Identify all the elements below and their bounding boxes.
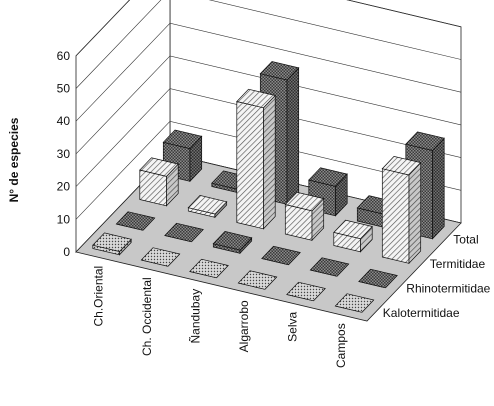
row-label: Termitidae [430, 257, 486, 271]
labels-layer: 0 10 20 30 40 50 60 Ch.Oriental Ch. Occidental Ña… [57, 49, 491, 368]
bar-side-shade [215, 201, 227, 218]
bar-side-shade [335, 174, 348, 216]
bar-total-0 [162, 129, 203, 183]
bar-top-face [164, 222, 204, 243]
bar-top-face [187, 195, 228, 215]
bar-side-shade [263, 95, 276, 229]
bar-side-shade [360, 226, 373, 252]
bar-termitidae-0 [139, 157, 179, 207]
bar-side-shade [119, 239, 132, 255]
bar-kalotermitidae-1 [140, 247, 181, 267]
x-category-label: Algarrobo [237, 300, 251, 352]
bar-rhinotermitidae-1 [164, 222, 204, 243]
bar-side-shade [409, 162, 421, 264]
row-label: Total [453, 232, 478, 246]
x-category-label: Ch. Occidental [140, 277, 154, 356]
y-tick-label: 40 [57, 114, 71, 128]
bar-top-face [308, 167, 348, 187]
y-tick-label: 30 [57, 147, 71, 161]
y-tick-label: 0 [63, 245, 70, 259]
x-category-label: Ch.Oriental [91, 266, 105, 327]
bar-top-face [236, 88, 276, 109]
bar-top-face [286, 281, 326, 302]
bar-top-face [381, 156, 422, 176]
bar-rhinotermitidae-2 [212, 231, 253, 255]
bar-top-face [212, 231, 253, 251]
bar-top-face [237, 270, 278, 290]
x-category-label: Selva [285, 311, 299, 341]
bar-top-face [92, 232, 132, 252]
bar-top-face [358, 268, 398, 289]
bar-top-face [259, 61, 300, 81]
row-label: Kalotermitidae [383, 306, 460, 320]
bar-termitidae-3 [284, 191, 325, 242]
bar-kalotermitidae-5 [334, 293, 375, 313]
gridline [75, 120, 462, 220]
y-tick-label: 50 [57, 82, 71, 96]
bar-top-face [261, 245, 301, 266]
bar-top-face [189, 258, 229, 279]
bar-top-face [334, 293, 375, 313]
y-tick-label: 20 [57, 180, 71, 194]
y-tick-label: 10 [57, 212, 71, 226]
bar-termitidae-2 [236, 88, 276, 230]
bar-rhinotermitidae-4 [309, 257, 350, 277]
bar-side-shade [190, 136, 202, 182]
bar-side-shade [312, 198, 324, 241]
bar-kalotermitidae-0 [92, 232, 132, 256]
bar-top-face [162, 129, 203, 149]
bar-top-face [139, 157, 179, 177]
bar-top-face [284, 191, 325, 212]
bar-kalotermitidae-3 [237, 270, 278, 290]
bar-top-face [115, 211, 156, 231]
bar-front-face [381, 168, 410, 264]
bar-kalotermitidae-2 [189, 258, 229, 279]
bar-side-shade [240, 237, 252, 254]
bars-layer [92, 61, 445, 313]
bar-rhinotermitidae-5 [358, 268, 398, 289]
bar-side-shade [432, 138, 445, 239]
bar-kalotermitidae-4 [286, 281, 326, 302]
gridline [75, 22, 462, 122]
bar-rhinotermitidae-3 [261, 245, 301, 266]
gridline [75, 88, 462, 187]
gridline [75, 55, 462, 155]
bar-top-face [405, 131, 445, 151]
x-category-label: Ñandubay [188, 289, 202, 344]
bar-termitidae-5 [381, 156, 422, 265]
gridline [75, 0, 462, 89]
y-axis-label: N° de especies [7, 117, 21, 202]
gridline [75, 0, 462, 57]
bar-top-face [333, 219, 373, 240]
bar-termitidae-1 [187, 195, 228, 219]
bar-top-face [309, 257, 350, 277]
bar-top-face [140, 247, 181, 267]
row-label: Rhinotermitidae [406, 281, 490, 295]
bar-front-face [236, 101, 264, 230]
y-tick-label: 60 [57, 49, 71, 63]
x-category-label: Campos [334, 323, 348, 368]
bar-rhinotermitidae-0 [115, 211, 156, 231]
bar-side-shade [166, 164, 179, 206]
bar-side-shade [287, 67, 299, 205]
bar-termitidae-4 [333, 219, 373, 253]
